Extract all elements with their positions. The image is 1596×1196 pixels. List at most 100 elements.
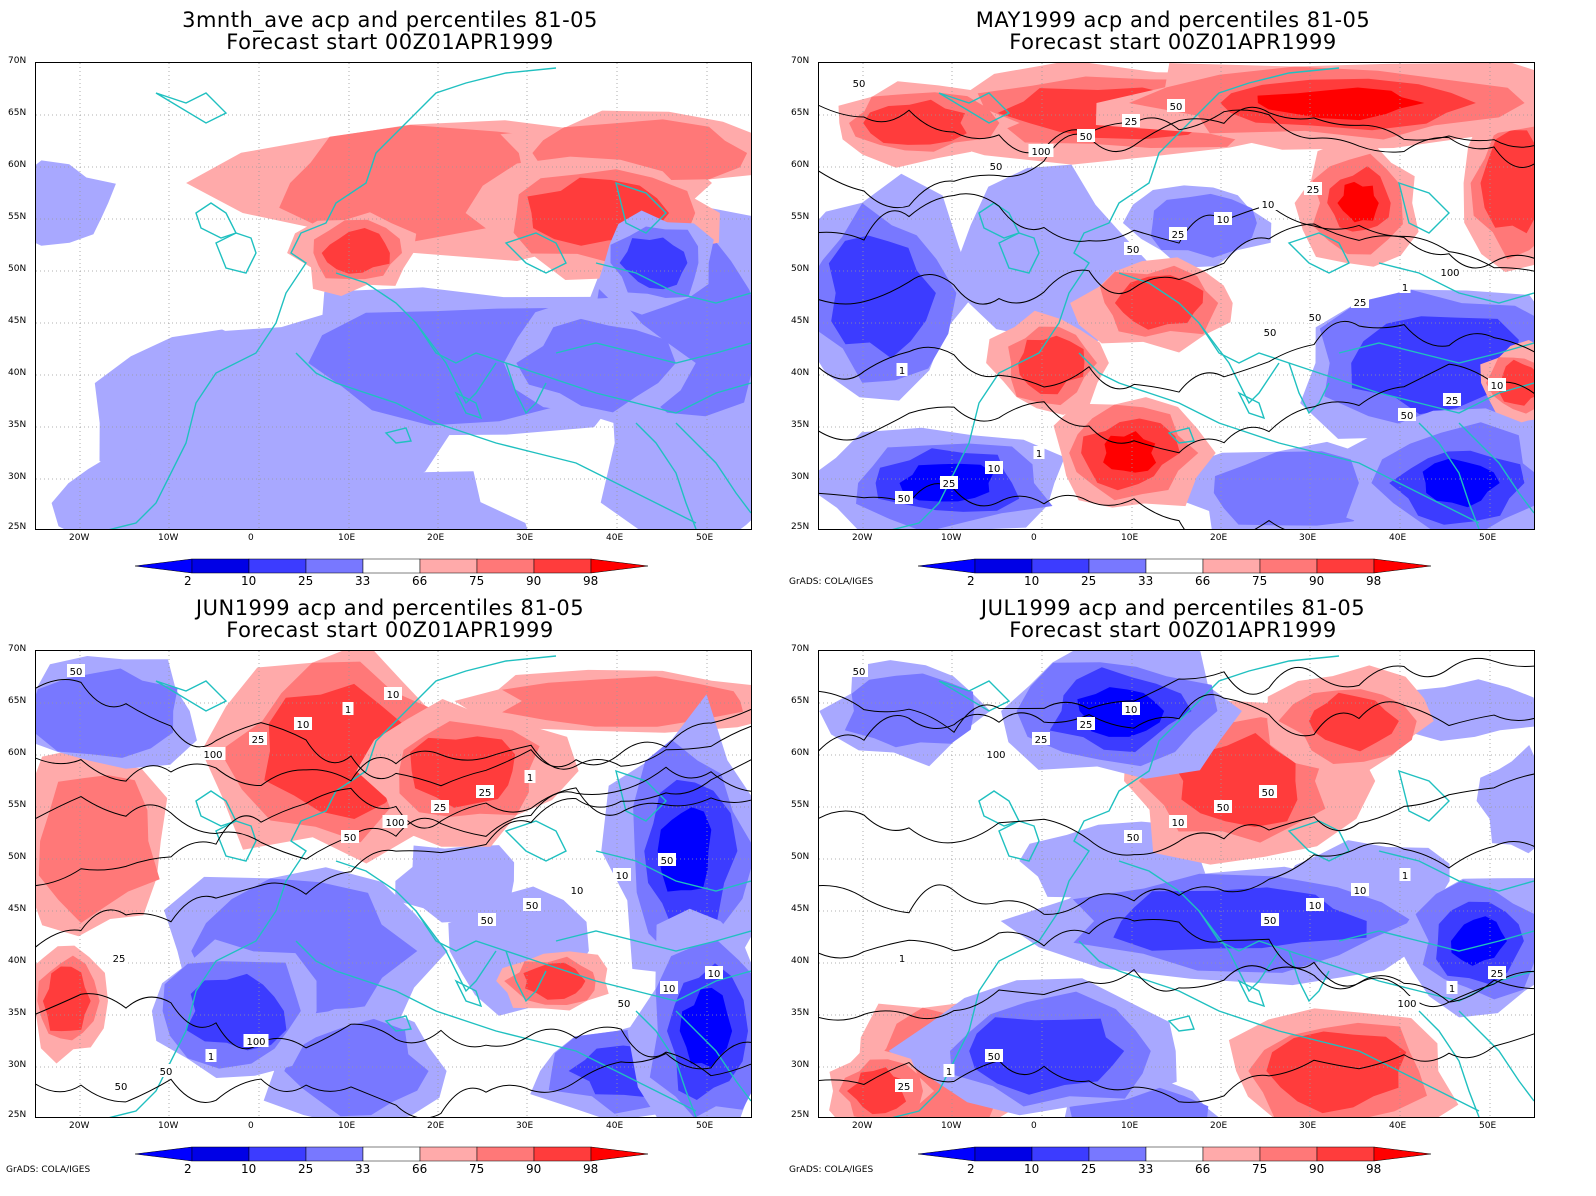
- shade-region: [395, 845, 515, 923]
- colorbar-segment: [974, 1146, 1033, 1162]
- lon-tick-label: 40E: [606, 1121, 624, 1131]
- coastline: [555, 342, 751, 364]
- contour-label: 50: [1214, 800, 1232, 814]
- colorbar-segment: [1031, 558, 1090, 574]
- svg-text:10: 10: [1354, 886, 1367, 897]
- lat-tick-label: 60N: [791, 748, 810, 758]
- lat-tick-label: 45N: [8, 316, 27, 326]
- panel-title-line2: Forecast start 00Z01APR1999: [1009, 30, 1337, 54]
- lon-tick-label: 20E: [427, 533, 445, 543]
- coastline: [1288, 362, 1330, 415]
- percentile-shading-map: 50 100 50 50 100 25 25 10 10 1 1 25 50 10 25 50 10 50 1 1: [819, 651, 1534, 1117]
- colorbar-label: 25: [298, 574, 314, 588]
- coastline: [1338, 930, 1534, 952]
- coastline: [1338, 342, 1534, 364]
- colorbar-segment: [191, 1146, 250, 1162]
- svg-text:25: 25: [1446, 396, 1459, 407]
- colorbar-label: 75: [469, 574, 485, 588]
- contour-label: 25: [1351, 295, 1369, 309]
- shade-region: [1103, 431, 1157, 473]
- shade-region: [679, 987, 733, 1068]
- contour-label: 50: [1306, 310, 1324, 324]
- lat-tick-label: 35N: [791, 420, 810, 430]
- svg-text:50: 50: [853, 79, 866, 90]
- svg-text:100: 100: [203, 750, 222, 761]
- coastline: [1378, 850, 1534, 892]
- lat-tick-label: 40N: [791, 368, 810, 378]
- shade-region: [502, 676, 743, 727]
- contour-label: 50: [1077, 129, 1095, 143]
- contour-label: 10: [384, 687, 402, 701]
- contour-label: 10: [613, 868, 631, 882]
- coastline: [295, 940, 697, 1112]
- precip-contour: [36, 766, 751, 860]
- colorbar: [134, 558, 649, 574]
- lon-tick-label: 20E: [427, 1121, 445, 1131]
- colorbar-segment: [305, 558, 364, 574]
- svg-text:10: 10: [1172, 818, 1185, 829]
- contour-label: 50: [615, 996, 633, 1010]
- contour-label: 1: [1446, 981, 1458, 995]
- svg-text:1: 1: [1449, 984, 1455, 995]
- shade-region: [1451, 916, 1507, 966]
- shade-region: [847, 1067, 907, 1115]
- contour-label: 10: [705, 966, 723, 980]
- shade-region: [36, 668, 178, 758]
- lon-tick-label: 10W: [941, 1121, 962, 1131]
- colorbar-label: 66: [1195, 1162, 1211, 1176]
- coastline: [415, 910, 497, 993]
- coastline: [1078, 352, 1480, 524]
- grads-credit: GrADS: COLA/IGES: [789, 1165, 874, 1175]
- lon-tick-label: 50E: [1479, 533, 1497, 543]
- lat-tick-label: 50N: [791, 264, 810, 274]
- shade-region: [1266, 1031, 1407, 1114]
- svg-text:50: 50: [1127, 245, 1140, 256]
- shade-region: [844, 673, 975, 748]
- colorbar-segment: [1145, 558, 1204, 574]
- lon-tick-label: 30E: [1299, 533, 1317, 543]
- svg-text:50: 50: [990, 162, 1003, 173]
- colorbar-label: 90: [1309, 574, 1325, 588]
- shade-region: [42, 966, 91, 1032]
- colorbar-label: 2: [967, 1162, 975, 1176]
- colorbar-segment: [191, 558, 250, 574]
- coastline: [555, 930, 751, 952]
- lon-tick-label: 0: [1031, 533, 1037, 543]
- svg-text:50: 50: [1262, 788, 1275, 799]
- coastline: [384, 427, 412, 444]
- coastline: [1418, 422, 1480, 529]
- svg-text:100: 100: [1397, 999, 1416, 1010]
- grads-credit: GrADS: COLA/IGES: [6, 1165, 91, 1175]
- svg-text:10: 10: [387, 690, 400, 701]
- contour-label: 50: [1261, 913, 1279, 927]
- contour-label: 10: [1169, 815, 1187, 829]
- shade-region: [1337, 181, 1379, 223]
- svg-text:1: 1: [899, 366, 905, 377]
- colorbar: [917, 1146, 1432, 1162]
- coastline: [1398, 181, 1450, 234]
- colorbar-arrow-left: [917, 1146, 976, 1162]
- lon-tick-label: 40E: [1389, 1121, 1407, 1131]
- colorbar-segment: [1088, 558, 1147, 574]
- contour-label: 10: [1351, 883, 1369, 897]
- shade-region: [137, 471, 528, 529]
- lat-tick-label: 50N: [791, 852, 810, 862]
- colorbar-label: 66: [412, 574, 428, 588]
- contour-label: 25: [1443, 393, 1461, 407]
- lon-tick-label: 10E: [1121, 533, 1139, 543]
- colorbar: [134, 1146, 649, 1162]
- map-panel-1: 3mnth_ave acp and percentiles 81-05 Forec…: [0, 0, 780, 590]
- colorbar-arrow-right: [590, 1146, 649, 1162]
- precip-contour: [819, 773, 1534, 856]
- contour-label: 50: [67, 664, 85, 678]
- lat-tick-label: 35N: [8, 1008, 27, 1018]
- coastline: [109, 655, 557, 1117]
- svg-text:50: 50: [988, 1052, 1001, 1063]
- shade-region: [38, 775, 160, 923]
- svg-text:10: 10: [708, 969, 721, 980]
- colorbar-arrow-right: [1373, 558, 1432, 574]
- percentile-shading-map: 50 50 50 50 50 50 100 25 50 25 25 50 10 25 10 10 25 10 1 1 1…: [819, 63, 1534, 529]
- svg-text:50: 50: [160, 1067, 173, 1078]
- svg-text:50: 50: [1170, 102, 1183, 113]
- contour-label: 50: [850, 76, 868, 90]
